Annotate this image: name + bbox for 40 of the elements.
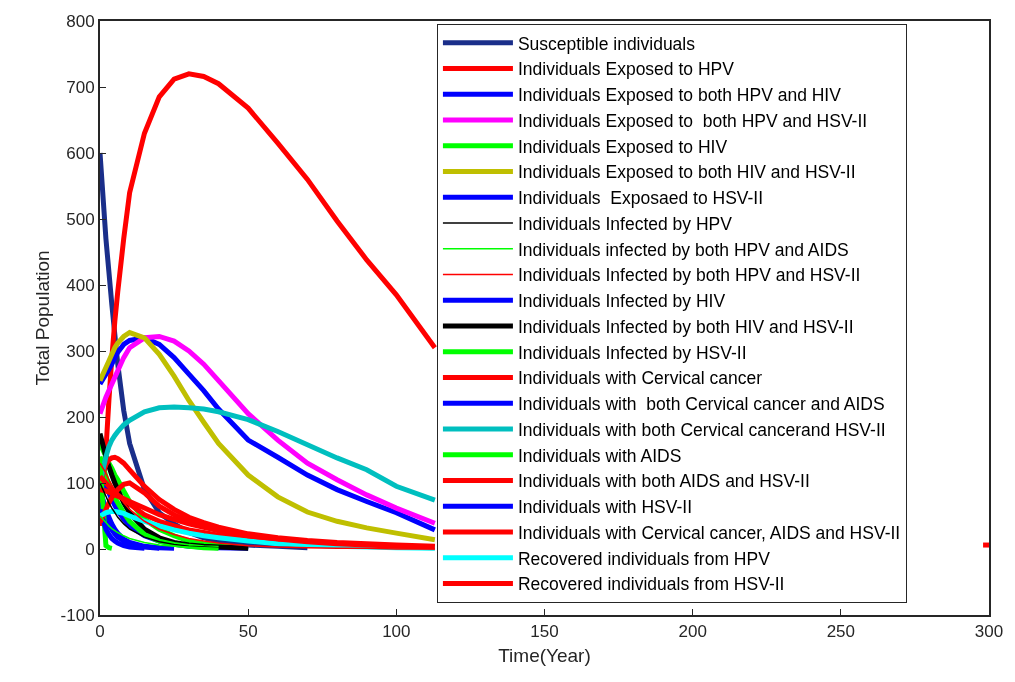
- x-tick-label: 50: [238, 622, 258, 642]
- y-tick-label: 0: [85, 539, 95, 559]
- x-tick-label: 100: [382, 622, 411, 642]
- legend-label: Individuals Exposed to HPV: [517, 59, 735, 80]
- legend-label: Individuals Exposaed to HSV-II: [517, 188, 764, 209]
- y-tick-label: 800: [66, 11, 95, 31]
- legend-label: Individuals infected by both HPV and AIDS: [517, 239, 849, 260]
- legend-label: Individuals with both Cervical cancer and AIDS: [517, 394, 885, 415]
- x-tick-label: 200: [678, 622, 707, 642]
- legend-label: Individuals with both Cervical cancerand HSV-II: [517, 419, 886, 440]
- legend-label: Susceptible individuals: [517, 33, 696, 54]
- legend-label: Individuals Exposed to both HIV and HSV-II: [517, 162, 856, 183]
- legend-label: Individuals Infected by both HIV and HSV-II: [517, 316, 854, 337]
- legend-label: Individuals with HSV-II: [517, 497, 693, 518]
- legend-label: Individuals with AIDS: [517, 445, 682, 466]
- y-tick-label: 700: [66, 77, 95, 97]
- legend-label: Individuals with Cervical cancer, AIDS and HSV-II: [517, 522, 901, 543]
- y-tick-label: 500: [66, 209, 95, 229]
- legend-label: Individuals Infected by both HPV and HSV-II: [517, 265, 861, 286]
- legend-label: Individuals with both AIDS and HSV-II: [517, 471, 810, 492]
- x-tick-label: 250: [826, 622, 856, 642]
- legend-label: Individuals Exposed to HIV: [517, 136, 728, 157]
- y-tick-label: 200: [66, 407, 95, 427]
- x-tick-label: 300: [974, 622, 1004, 642]
- legend-label: Individuals Exposed to both HPV and HSV-II: [517, 110, 868, 131]
- y-tick-label: 100: [66, 473, 95, 493]
- y-tick-label: 600: [66, 143, 95, 163]
- y-tick-label: 400: [66, 275, 95, 295]
- legend-label: Individuals with Cervical cancer: [517, 368, 763, 389]
- y-tick-label: -100: [60, 605, 95, 625]
- x-axis-title: Time(Year): [498, 644, 591, 666]
- y-tick-label: 300: [66, 341, 95, 361]
- legend-label: Recovered individuals from HPV: [517, 548, 771, 569]
- legend-label: Individuals Exposed to both HPV and HIV: [517, 85, 842, 106]
- legend-label: Individuals Infected by HIV: [517, 291, 726, 312]
- legend-label: Individuals Infected by HSV-II: [517, 342, 747, 363]
- x-tick-label: 150: [530, 622, 559, 642]
- legend-label: Individuals Infected by HPV: [517, 213, 733, 234]
- y-axis-title: Total Population: [31, 250, 53, 386]
- legend-label: Recovered individuals from HSV-II: [517, 574, 785, 595]
